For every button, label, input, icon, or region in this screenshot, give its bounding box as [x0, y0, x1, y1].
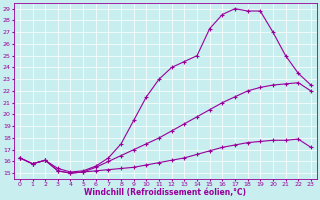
X-axis label: Windchill (Refroidissement éolien,°C): Windchill (Refroidissement éolien,°C) [84, 188, 246, 197]
